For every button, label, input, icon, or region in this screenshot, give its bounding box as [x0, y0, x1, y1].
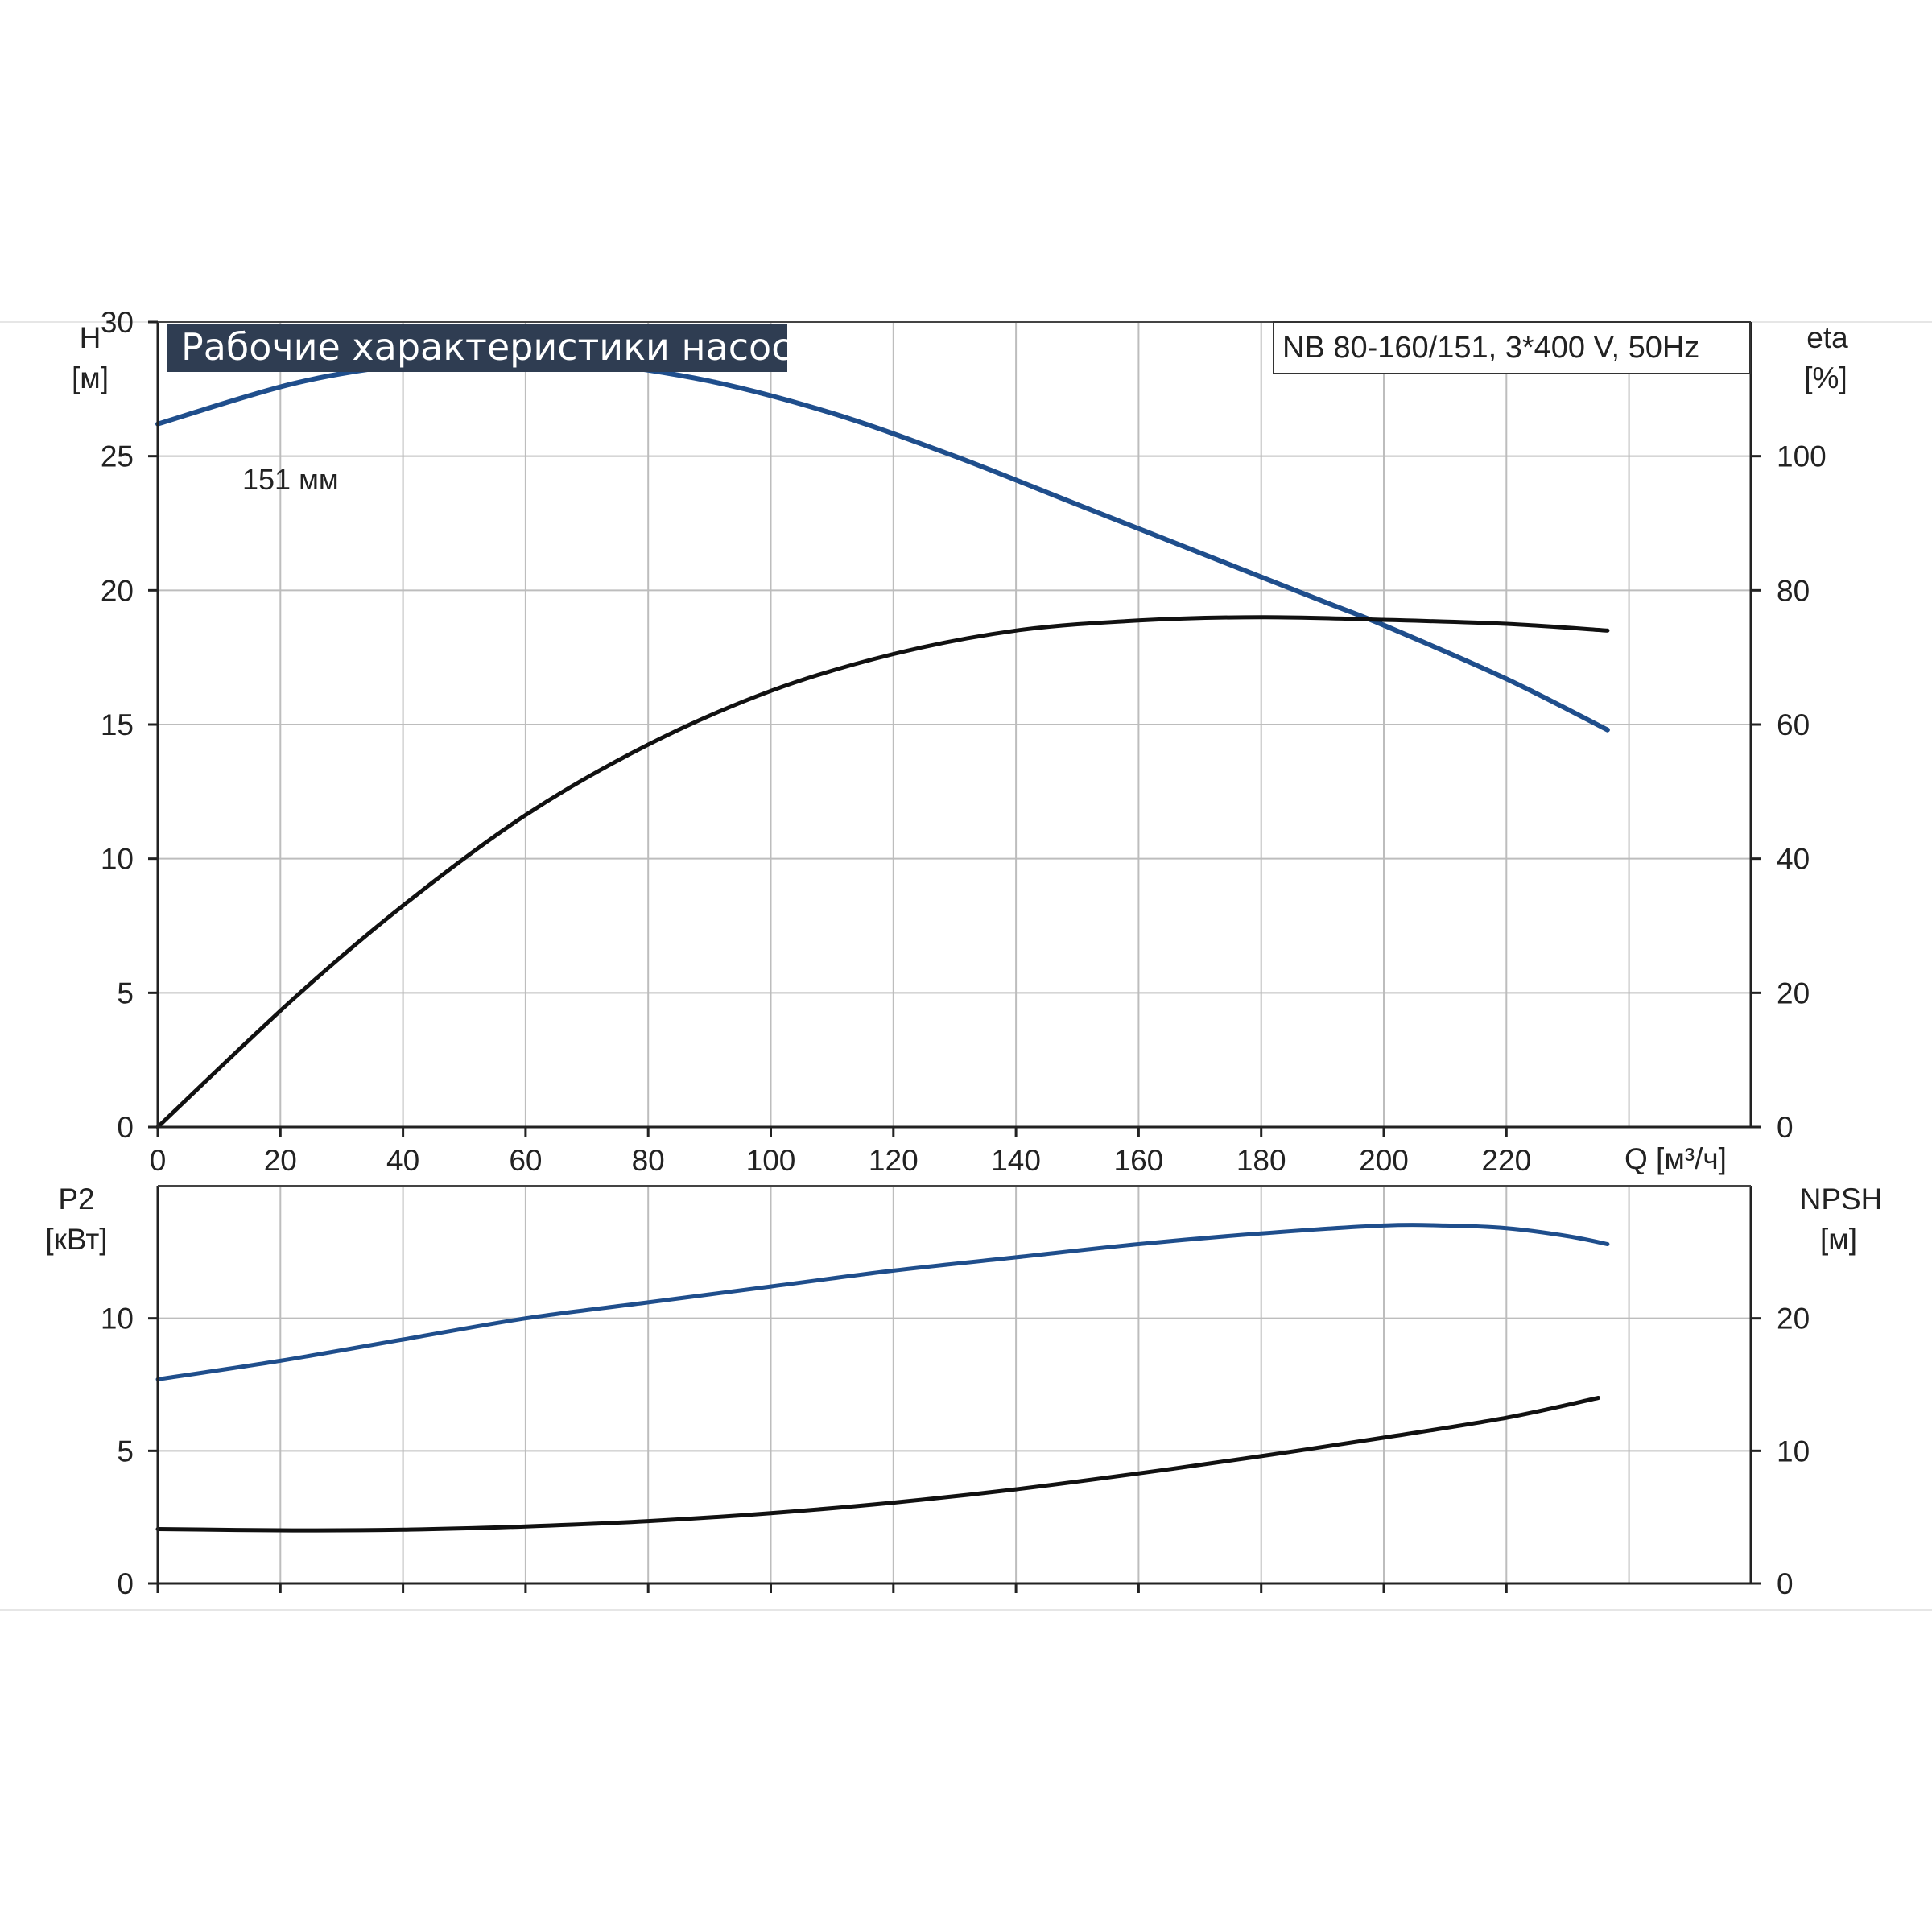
- lower-plot-axes: 0 5 10 0 10 20: [101, 1185, 1810, 1600]
- x-tick-label: 0: [150, 1144, 167, 1177]
- x-tick-label: 60: [509, 1144, 542, 1177]
- right-axis-curve: [155, 1396, 1600, 1533]
- upper-plot-curves: [155, 357, 1610, 1129]
- right-tick-label: 0: [1777, 1567, 1794, 1600]
- x-tick-label: 120: [869, 1144, 919, 1177]
- left-axis-curve: [155, 357, 1610, 733]
- left-tick-label: 20: [101, 574, 134, 607]
- x-tick-label: 40: [386, 1144, 419, 1177]
- left-tick-label: 25: [101, 440, 134, 473]
- eta-axis-unit: [%]: [1804, 361, 1847, 394]
- right-tick-label: 0: [1777, 1111, 1794, 1144]
- x-tick-label: 200: [1359, 1144, 1409, 1177]
- left-tick-label: 5: [117, 1435, 134, 1468]
- lower-plot-curves: [155, 1223, 1610, 1533]
- right-tick-label: 40: [1777, 843, 1810, 876]
- impeller-diameter-label: 151 мм: [242, 463, 339, 496]
- right-tick-label: 100: [1777, 440, 1827, 473]
- chart-title: Рабочие характеристики насоса: [181, 325, 815, 369]
- left-tick-label: 10: [101, 843, 134, 876]
- left-axis-curve: [155, 1223, 1610, 1381]
- left-tick-label: 5: [117, 976, 134, 1009]
- right-tick-label: 20: [1777, 976, 1810, 1009]
- left-tick-label: 0: [117, 1111, 134, 1144]
- q-axis-label: Q [м³/ч]: [1624, 1142, 1727, 1175]
- x-tick-label: 100: [746, 1144, 796, 1177]
- title-banner: Рабочие характеристики насоса: [167, 324, 815, 372]
- x-tick-label: 20: [264, 1144, 297, 1177]
- eta-axis-label: eta: [1806, 321, 1848, 354]
- h-axis-label: H: [80, 321, 101, 354]
- left-tick-label: 0: [117, 1567, 134, 1600]
- title-background: [167, 324, 787, 372]
- x-tick-label: 180: [1236, 1144, 1286, 1177]
- left-tick-label: 30: [101, 306, 134, 339]
- upper-plot-axes: 0 5 10 15 20 25 30 0 20 40 60 80 100 0 20 40 60 80 100 120 1…: [101, 306, 1827, 1177]
- x-tick-label: 160: [1114, 1144, 1164, 1177]
- h-axis-unit: [м]: [72, 361, 109, 394]
- npsh-axis-unit: [м]: [1820, 1223, 1857, 1256]
- p2-axis-label: P2: [58, 1183, 94, 1216]
- model-label: NB 80-160/151, 3*400 V, 50Hz: [1282, 331, 1699, 365]
- right-tick-label: 60: [1777, 708, 1810, 741]
- npsh-axis-label: NPSH: [1800, 1183, 1883, 1216]
- x-tick-label: 80: [632, 1144, 665, 1177]
- lower-plot-grid: [157, 1186, 1751, 1584]
- upper-plot-grid: [157, 321, 1751, 1128]
- right-tick-label: 20: [1777, 1302, 1810, 1335]
- x-tick-label: 140: [991, 1144, 1041, 1177]
- left-tick-label: 15: [101, 708, 134, 741]
- x-tick-label: 220: [1481, 1144, 1531, 1177]
- right-tick-label: 10: [1777, 1435, 1810, 1468]
- left-tick-label: 10: [101, 1302, 134, 1335]
- right-axis-curve: [155, 615, 1610, 1129]
- model-box: NB 80-160/151, 3*400 V, 50Hz: [1273, 321, 1751, 374]
- p2-axis-unit: [кВт]: [45, 1223, 107, 1256]
- right-tick-label: 80: [1777, 574, 1810, 607]
